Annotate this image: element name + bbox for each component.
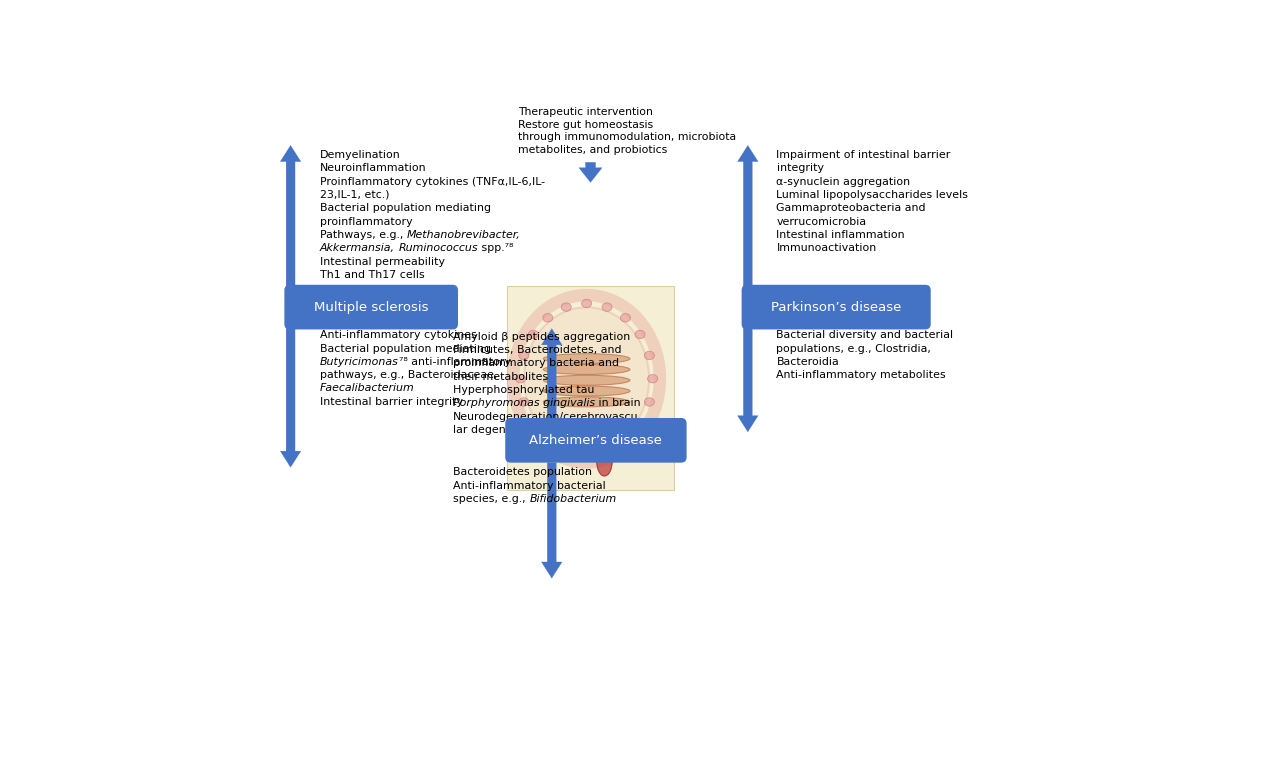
Ellipse shape: [543, 386, 630, 396]
Text: Th1 and Th17 cells: Th1 and Th17 cells: [319, 270, 425, 280]
Text: Bacterial diversity and bacterial: Bacterial diversity and bacterial: [776, 330, 953, 340]
Ellipse shape: [635, 419, 645, 428]
Text: Therapeutic intervention: Therapeutic intervention: [518, 107, 653, 117]
Text: Anti-inflammatory cytokines: Anti-inflammatory cytokines: [319, 330, 477, 340]
Text: Hyperphosphorylated tau: Hyperphosphorylated tau: [453, 385, 595, 395]
Text: Intestinal permeability: Intestinal permeability: [319, 257, 445, 267]
Text: Neuroinflammation: Neuroinflammation: [319, 163, 427, 173]
Ellipse shape: [602, 446, 612, 454]
Text: ⁷⁸ anti-inflammatory: ⁷⁸ anti-inflammatory: [399, 357, 511, 367]
Polygon shape: [541, 328, 562, 419]
Text: proinflammatory bacteria and: proinflammatory bacteria and: [453, 358, 620, 368]
FancyBboxPatch shape: [507, 286, 674, 490]
Text: Anti-inflammatory bacterial: Anti-inflammatory bacterial: [453, 481, 606, 491]
Text: Bacteroidia: Bacteroidia: [776, 357, 839, 367]
Ellipse shape: [543, 314, 553, 322]
Text: 23,IL-1, etc.): 23,IL-1, etc.): [319, 190, 390, 200]
Text: Neurodegeneration/cerebrovascu: Neurodegeneration/cerebrovascu: [453, 411, 639, 421]
Ellipse shape: [635, 330, 645, 338]
Ellipse shape: [621, 435, 630, 444]
Text: Anti-inflammatory metabolites: Anti-inflammatory metabolites: [776, 370, 947, 380]
Ellipse shape: [543, 375, 630, 385]
Text: Firmicutes, Bacteroidetes, and: Firmicutes, Bacteroidetes, and: [453, 345, 622, 355]
Text: Immunoactivation: Immunoactivation: [776, 243, 876, 253]
Text: Parkinson’s disease: Parkinson’s disease: [771, 301, 902, 314]
Polygon shape: [738, 326, 758, 432]
Ellipse shape: [561, 446, 571, 454]
Text: Intestinal barrier integrity: Intestinal barrier integrity: [319, 397, 463, 407]
Text: Multiple sclerosis: Multiple sclerosis: [314, 301, 429, 314]
Ellipse shape: [529, 419, 539, 428]
Text: α-synuclein aggregation: α-synuclein aggregation: [776, 177, 911, 187]
Text: species, e.g.,: species, e.g.,: [453, 494, 530, 504]
Ellipse shape: [518, 351, 529, 360]
FancyBboxPatch shape: [742, 285, 930, 329]
Text: Luminal lipopolysaccharides levels: Luminal lipopolysaccharides levels: [776, 190, 969, 200]
Ellipse shape: [621, 314, 630, 322]
Text: Bacterial population mediating: Bacterial population mediating: [319, 344, 491, 354]
Ellipse shape: [543, 354, 630, 364]
Ellipse shape: [644, 398, 654, 406]
Polygon shape: [579, 162, 602, 182]
FancyBboxPatch shape: [285, 285, 458, 329]
Polygon shape: [280, 326, 300, 468]
Text: Impairment of intestinal barrier: Impairment of intestinal barrier: [776, 150, 951, 160]
Text: Pathways, e.g.,: Pathways, e.g.,: [319, 230, 407, 240]
Ellipse shape: [525, 308, 649, 450]
Ellipse shape: [581, 450, 591, 458]
Ellipse shape: [516, 375, 526, 383]
Text: Butyricimonas: Butyricimonas: [319, 357, 399, 367]
Text: lar degeneration: lar degeneration: [453, 425, 545, 435]
Ellipse shape: [597, 447, 612, 476]
Ellipse shape: [543, 435, 553, 444]
Text: pathways, e.g., Bacteroidaceae,: pathways, e.g., Bacteroidaceae,: [319, 370, 498, 380]
Text: Intestinal inflammation: Intestinal inflammation: [776, 230, 905, 240]
Text: Demyelination: Demyelination: [319, 150, 400, 160]
Text: Alzheimer’s disease: Alzheimer’s disease: [530, 434, 662, 447]
FancyBboxPatch shape: [506, 418, 686, 463]
Ellipse shape: [602, 303, 612, 311]
Ellipse shape: [561, 303, 571, 311]
Text: Bacteroidetes population: Bacteroidetes population: [453, 468, 593, 478]
Text: Amyloid β peptides aggregation: Amyloid β peptides aggregation: [453, 331, 630, 341]
Text: verrucomicrobia: verrucomicrobia: [776, 217, 866, 227]
Text: Bacterial population mediating: Bacterial population mediating: [319, 203, 491, 213]
Polygon shape: [280, 145, 300, 288]
Text: Methanobrevibacter,: Methanobrevibacter,: [407, 230, 521, 240]
Ellipse shape: [518, 398, 529, 406]
Text: Akkermansia,: Akkermansia,: [319, 243, 399, 253]
Text: in brain: in brain: [595, 398, 642, 408]
Polygon shape: [541, 463, 562, 578]
Polygon shape: [738, 145, 758, 288]
Ellipse shape: [543, 397, 630, 407]
Ellipse shape: [543, 365, 630, 375]
Ellipse shape: [648, 375, 658, 383]
Text: Restore gut homeostasis: Restore gut homeostasis: [518, 120, 653, 130]
Text: Proinflammatory cytokines (TNFα,IL-6,IL-: Proinflammatory cytokines (TNFα,IL-6,IL-: [319, 177, 545, 187]
Text: through immunomodulation, microbiota: through immunomodulation, microbiota: [518, 132, 736, 142]
Text: Bifidobacterium: Bifidobacterium: [530, 494, 617, 504]
Text: Porphyromonas gingivalis: Porphyromonas gingivalis: [453, 398, 595, 408]
Text: metabolites, and probiotics: metabolites, and probiotics: [518, 145, 667, 155]
Text: spp.⁷⁸: spp.⁷⁸: [479, 243, 513, 253]
Text: Gammaproteobacteria and: Gammaproteobacteria and: [776, 203, 926, 213]
Text: populations, e.g., Clostridia,: populations, e.g., Clostridia,: [776, 344, 931, 354]
Text: Ruminococcus: Ruminococcus: [399, 243, 479, 253]
Text: their metabolites: their metabolites: [453, 371, 549, 381]
Ellipse shape: [529, 330, 539, 338]
Text: Faecalibacterium: Faecalibacterium: [319, 384, 414, 394]
Ellipse shape: [581, 299, 591, 308]
Text: integrity: integrity: [776, 163, 824, 173]
Ellipse shape: [644, 351, 654, 360]
Text: proinflammatory: proinflammatory: [319, 217, 413, 227]
